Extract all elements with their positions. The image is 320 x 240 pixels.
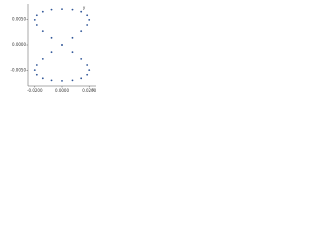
point [50,8,53,11]
point [33,69,36,72]
point [80,30,83,33]
point [71,51,74,54]
x-tick-label: 0.0200 [82,88,96,93]
point [35,24,38,26]
point [80,10,83,13]
chart: x y -0.0050 0.0000 0.0050 -0.0200 0.0000 0.02… [11,4,97,93]
point [35,14,38,17]
point [86,24,89,26]
point [86,73,89,76]
point [61,44,63,46]
y-tick-label: -0.0050 [11,68,27,73]
point [50,36,53,39]
point [88,69,91,72]
point [86,14,89,17]
point [41,10,44,13]
point [50,51,53,54]
page: x y -0.0050 0.0000 0.0050 -0.0200 0.0000 0.02… [0,0,320,98]
point [33,18,36,21]
x-tick-label: -0.0200 [27,88,43,93]
point [80,77,83,80]
y-tick-label: 0.0000 [12,42,26,47]
point [41,77,44,80]
y-axis-label: y [83,5,86,10]
point [35,73,38,76]
point [86,64,89,66]
point [35,64,38,66]
point [61,8,63,11]
point [41,57,44,60]
point [88,18,91,21]
point [80,57,83,60]
x-tick-label: 0.0000 [55,88,69,93]
point [50,79,53,82]
point [71,36,74,39]
point [71,8,74,11]
point [41,30,44,33]
y-tick-label: 0.0050 [12,16,26,21]
point [61,79,63,82]
x-axis-label: x [92,87,95,92]
point [71,79,74,82]
